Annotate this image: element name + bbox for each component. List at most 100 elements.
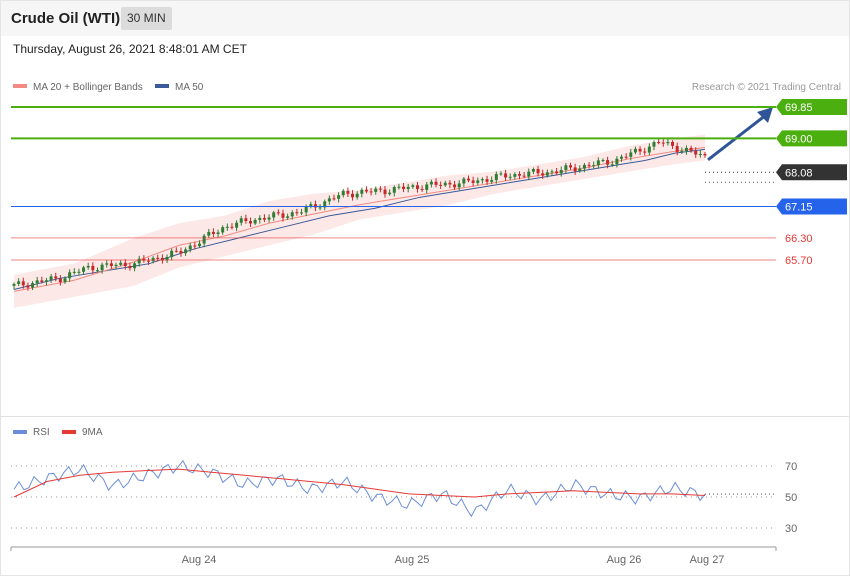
candle-body <box>40 280 44 282</box>
candle-body <box>156 257 160 259</box>
candle-body <box>58 278 62 283</box>
chart-title: Crude Oil (WTI) <box>11 10 121 27</box>
candle-body <box>225 226 229 228</box>
candle-body <box>77 271 81 273</box>
candle-body <box>82 267 86 272</box>
candle-body <box>610 164 614 166</box>
candle-body <box>559 169 563 174</box>
candle-body <box>397 186 401 188</box>
candle-body <box>235 222 239 228</box>
candle-body <box>17 281 21 284</box>
forecast-arrow-head <box>757 107 773 123</box>
main-plot <box>12 107 773 308</box>
candle-body <box>262 217 266 220</box>
x-tick-label: Aug 24 <box>182 554 217 566</box>
rsi-legend-label: RSI <box>33 427 50 438</box>
level-tag-68.08 <box>776 164 847 181</box>
candle-body <box>133 263 137 269</box>
candle-body <box>453 184 457 188</box>
candle-body <box>606 160 610 165</box>
ma20-legend-label: MA 20 + Bollinger Bands <box>33 82 143 93</box>
candle-body <box>494 173 498 181</box>
candle-body <box>323 201 327 208</box>
candle-body <box>402 186 406 189</box>
x-tick-label: Aug 26 <box>607 554 642 566</box>
candle-body <box>392 187 396 193</box>
candle-body <box>661 142 665 144</box>
candle-body <box>211 231 215 234</box>
candle-body <box>327 198 331 202</box>
candle-body <box>31 283 35 288</box>
candle-body <box>179 251 183 254</box>
candle-body <box>170 250 174 258</box>
candle-body <box>471 180 475 183</box>
candle-body <box>137 258 141 264</box>
candle-body <box>633 148 637 153</box>
candle-body <box>406 186 410 189</box>
candle-body <box>480 179 484 181</box>
candle-body <box>346 190 350 194</box>
candle-body <box>165 257 169 261</box>
candle-body <box>12 283 16 286</box>
candle-body <box>49 276 53 281</box>
candle-body <box>643 151 647 153</box>
candle-body <box>44 280 48 282</box>
candle-body <box>369 191 373 193</box>
level-label-68.08: 68.08 <box>785 167 813 179</box>
candle-body <box>193 245 197 247</box>
rsi9-line <box>13 468 706 498</box>
candle-body <box>91 265 95 271</box>
candle-body <box>146 260 150 262</box>
candle-body <box>429 181 433 185</box>
candle-body <box>485 179 489 182</box>
candle-body <box>624 156 628 158</box>
rsi-plot: 70 50 30 <box>11 459 797 535</box>
candle-body <box>703 153 707 156</box>
candle-body <box>253 219 257 224</box>
candle-body <box>592 165 596 167</box>
candle-body <box>457 183 461 188</box>
level-label-66.30: 66.30 <box>785 233 813 245</box>
ma50-legend-swatch <box>155 84 169 88</box>
candle-body <box>425 184 429 190</box>
candle-body <box>666 141 670 144</box>
candle-body <box>569 165 573 168</box>
rsi-tick-30: 30 <box>785 523 797 535</box>
candle-body <box>188 245 192 250</box>
candle-body <box>536 169 540 174</box>
candle-body <box>578 168 582 172</box>
candle-body <box>698 153 702 155</box>
candle-body <box>221 227 225 233</box>
candle-body <box>174 250 178 252</box>
candle-body <box>555 171 559 174</box>
candle-body <box>105 263 109 265</box>
candle-body <box>360 189 364 194</box>
level-lines: 69.85 69.00 68.08 67.15 66.30 65.70 <box>11 99 847 267</box>
rsi-line <box>13 459 706 518</box>
candle-body <box>689 147 693 151</box>
level-label-69.00: 69.00 <box>785 133 813 145</box>
candle-body <box>95 270 99 272</box>
rsi-tick-50: 50 <box>785 492 797 504</box>
rsi9-legend-swatch <box>62 430 76 434</box>
candle-body <box>109 263 113 267</box>
candle-body <box>388 192 392 195</box>
candle-body <box>202 235 206 244</box>
candle-body <box>26 285 30 288</box>
candle-body <box>531 169 535 172</box>
candle-body <box>351 193 355 198</box>
candle-body <box>638 148 642 152</box>
candle-body <box>671 141 675 146</box>
candle-body <box>318 207 322 209</box>
candle-body <box>309 204 313 207</box>
timeframe-button[interactable]: 30 MIN <box>121 7 172 30</box>
candle-body <box>313 204 317 208</box>
candle-body <box>337 195 341 199</box>
candle-body <box>276 212 280 214</box>
candle-body <box>499 173 503 175</box>
candle-body <box>304 206 308 213</box>
ma50-legend-label: MA 50 <box>175 82 204 93</box>
candle-body <box>596 160 600 166</box>
ma20-legend-swatch <box>13 84 27 88</box>
